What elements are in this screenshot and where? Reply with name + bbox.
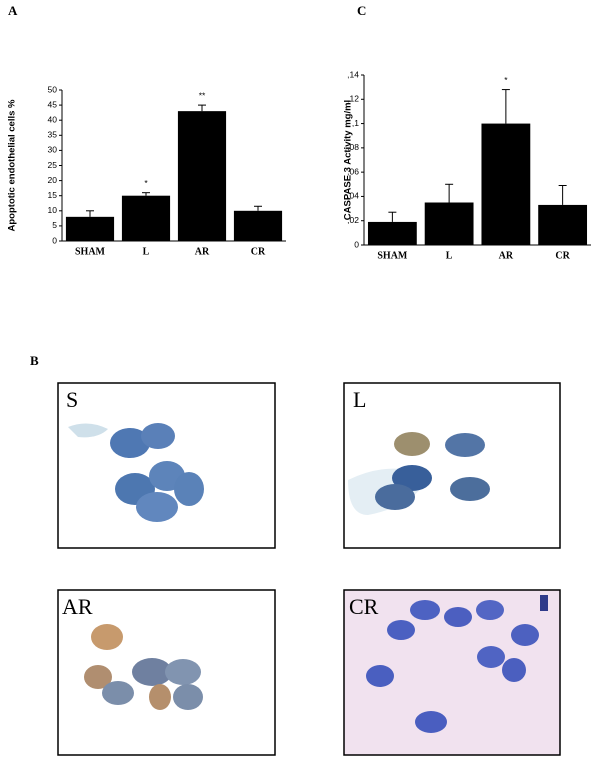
y-axis-label: CASPASE 3 Activity mg/ml xyxy=(343,100,354,220)
y-tick-label: ,02 xyxy=(347,215,359,225)
bar xyxy=(177,111,227,241)
x-tick-label: SHAM xyxy=(377,250,408,261)
x-tick-label: SHAM xyxy=(75,246,106,257)
micrograph-l xyxy=(343,382,561,549)
bar xyxy=(233,210,283,241)
y-tick-label: 40 xyxy=(48,114,58,124)
micrograph-label: L xyxy=(353,387,366,412)
y-tick-label: 10 xyxy=(48,205,58,215)
y-tick-label: 5 xyxy=(52,220,57,230)
bar xyxy=(65,216,115,241)
bar xyxy=(424,202,474,245)
y-axis-label: Apoptotic endothelial cells % xyxy=(7,99,18,232)
x-tick-label: CR xyxy=(251,246,266,257)
panel-label: A xyxy=(8,3,18,18)
micrograph-ar xyxy=(57,589,276,756)
y-tick-label: 0 xyxy=(354,239,359,249)
y-tick-label: ,04 xyxy=(347,191,359,201)
panel-label: B xyxy=(30,353,39,368)
y-tick-label: ,1 xyxy=(352,118,359,128)
y-tick-label: 15 xyxy=(48,190,58,200)
significance-label: ** xyxy=(199,90,206,100)
micrograph-label: S xyxy=(66,387,78,412)
y-tick-label: 25 xyxy=(48,160,58,170)
y-tick-label: 50 xyxy=(48,84,58,94)
micrograph-label: CR xyxy=(349,594,379,619)
x-tick-label: AR xyxy=(195,246,210,257)
y-tick-label: 0 xyxy=(52,235,57,245)
bar xyxy=(538,204,588,245)
y-tick-label: 30 xyxy=(48,145,58,155)
bar xyxy=(481,123,531,245)
y-tick-label: ,14 xyxy=(347,69,359,79)
y-tick-label: 35 xyxy=(48,130,58,140)
micrograph-cr xyxy=(343,589,561,756)
micrograph-label: AR xyxy=(62,594,93,619)
y-tick-label: 45 xyxy=(48,99,58,109)
x-tick-label: L xyxy=(446,250,453,261)
micrograph-s xyxy=(57,382,276,549)
y-tick-label: ,06 xyxy=(347,166,359,176)
bar xyxy=(121,195,171,241)
x-tick-label: AR xyxy=(499,250,514,261)
significance-label: * xyxy=(144,178,148,188)
x-tick-label: CR xyxy=(555,250,570,261)
y-tick-label: ,08 xyxy=(347,142,359,152)
significance-label: * xyxy=(504,75,508,85)
y-tick-label: ,12 xyxy=(347,94,359,104)
bar xyxy=(367,221,417,245)
y-tick-label: 20 xyxy=(48,175,58,185)
x-tick-label: L xyxy=(143,246,150,257)
panel-label: C xyxy=(357,3,366,18)
